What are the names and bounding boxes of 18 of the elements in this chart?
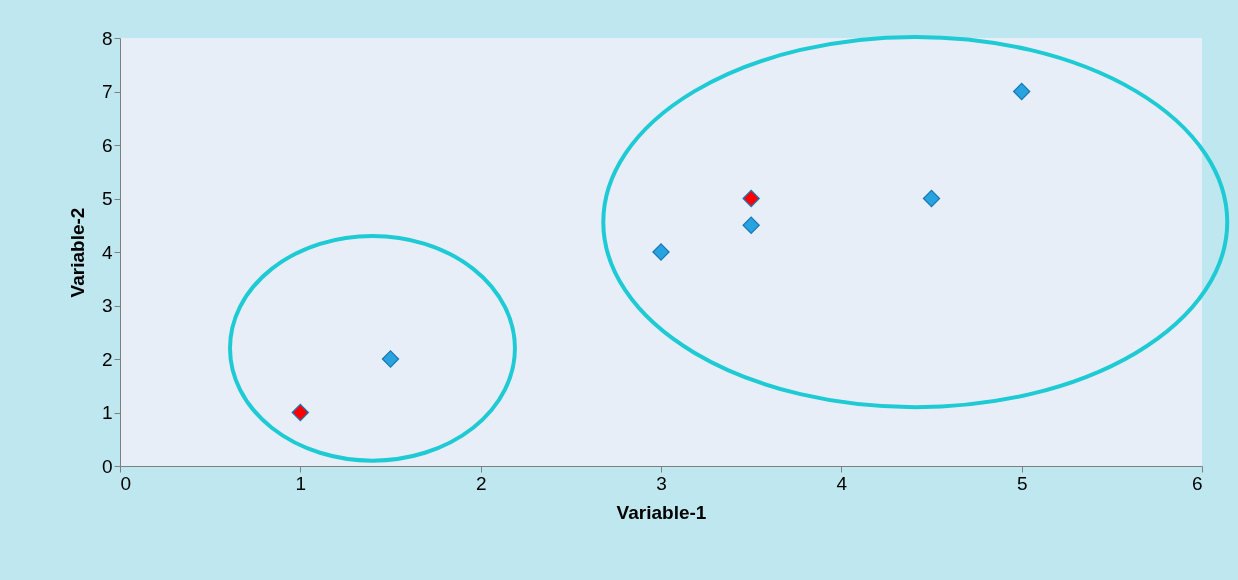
y-tick-label: 8	[101, 27, 113, 49]
y-tick-label: 6	[101, 134, 113, 156]
y-tick-label: 7	[101, 81, 113, 102]
y-tick-label: 2	[101, 348, 113, 370]
x-tick-label: 1	[295, 472, 307, 494]
y-tick-label: 5	[101, 188, 113, 209]
y-tick-label: 0	[101, 455, 113, 477]
x-tick-label: 4	[836, 472, 848, 494]
x-tick-label: 3	[656, 472, 667, 494]
x-tick-label: 0	[120, 472, 132, 494]
y-tick-label: 3	[101, 295, 113, 316]
y-axis-title: Variable-2	[66, 207, 88, 298]
y-tick-label: 1	[101, 402, 113, 423]
x-tick-label: 6	[1191, 472, 1203, 494]
x-tick-label: 2	[475, 472, 487, 494]
y-tick-label: 4	[101, 241, 113, 263]
x-tick-label: 5	[1016, 472, 1028, 494]
x-axis-title: Variable-1	[616, 501, 707, 523]
